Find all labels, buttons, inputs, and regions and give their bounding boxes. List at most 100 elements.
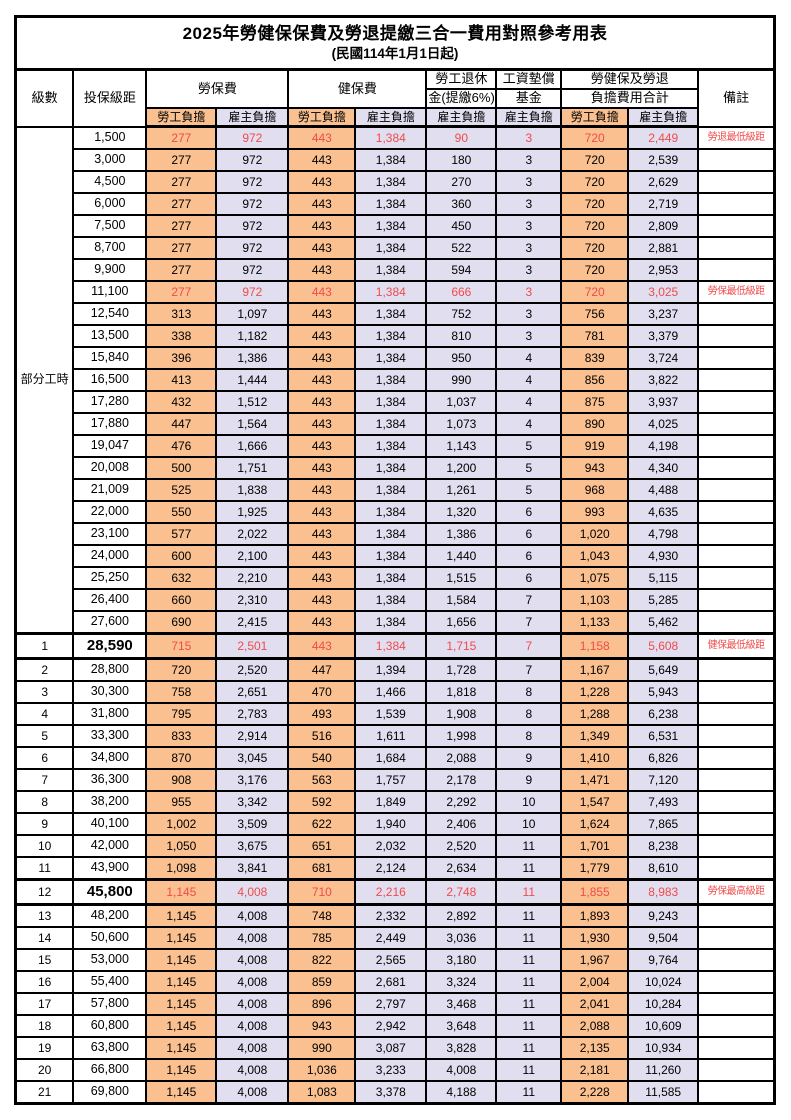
cell-remark: 健保最低級距 bbox=[697, 632, 776, 660]
cell-total-employee: 1,624 bbox=[560, 812, 630, 836]
cell-health-employer: 1,757 bbox=[354, 768, 428, 792]
cell-health-employer: 1,384 bbox=[354, 390, 428, 414]
cell-health-employer: 2,449 bbox=[354, 926, 428, 950]
cell-health-employee: 493 bbox=[287, 702, 357, 726]
cell-labor-employee: 1,145 bbox=[145, 1080, 218, 1105]
cell-health-employer: 2,216 bbox=[354, 878, 428, 906]
cell-labor-employer: 4,008 bbox=[215, 970, 290, 994]
cell-labor-employee: 833 bbox=[145, 724, 218, 748]
cell-labor-employee: 955 bbox=[145, 790, 218, 814]
table-row: 12 45,800 1,145 4,008 710 2,216 2,748 11 1,855 8,… bbox=[14, 878, 776, 906]
cell-wage-fund-employer: 5 bbox=[495, 478, 563, 502]
cell-wage-fund-employer: 7 bbox=[495, 610, 563, 635]
table-row: 22,000 550 1,925 443 1,384 1,320 6 993 4,635 bbox=[16, 500, 776, 524]
cell-labor-employer: 2,100 bbox=[215, 544, 290, 568]
cell-labor-employer: 1,666 bbox=[215, 434, 290, 458]
cell-health-employer: 1,384 bbox=[354, 170, 428, 194]
cell-pension-employer: 2,634 bbox=[425, 856, 498, 881]
title-row: 2025年勞健保保費及勞退提繳三合一費用對照參考用表 (民國114年1月1日起) bbox=[14, 15, 776, 71]
cell-total-employee: 1,967 bbox=[560, 948, 630, 972]
cell-total-employer: 2,539 bbox=[627, 148, 700, 172]
cell-wage-fund-employer: 3 bbox=[495, 258, 563, 282]
cell-salary: 53,000 bbox=[72, 948, 148, 972]
cell-health-employer: 1,384 bbox=[354, 522, 428, 546]
cell-health-employee: 540 bbox=[287, 746, 357, 770]
cell-health-employee: 443 bbox=[287, 346, 357, 370]
cell-total-employer: 10,934 bbox=[627, 1036, 700, 1060]
cell-pension-employer: 2,406 bbox=[425, 812, 498, 836]
cell-labor-employer: 1,512 bbox=[215, 390, 290, 414]
cell-total-employer: 4,798 bbox=[627, 522, 700, 546]
cell-salary: 23,100 bbox=[72, 522, 148, 546]
cell-pension-employer: 1,261 bbox=[425, 478, 498, 502]
cell-pension-employer: 1,715 bbox=[425, 632, 498, 660]
cell-labor-employee: 277 bbox=[145, 214, 218, 238]
cell-labor-employee: 1,145 bbox=[145, 926, 218, 950]
cell-salary: 69,800 bbox=[72, 1080, 148, 1105]
cell-level: 9 bbox=[14, 812, 75, 836]
table-row: 15,840 396 1,386 443 1,384 950 4 839 3,724 bbox=[16, 346, 776, 370]
cell-pension-employer: 2,520 bbox=[425, 834, 498, 858]
cell-health-employer: 1,940 bbox=[354, 812, 428, 836]
header-row-1: 級數 投保級距 勞保費 健保費 勞工退休 工資墊償 勞健保及勞退 備註 bbox=[14, 68, 776, 128]
cell-salary: 60,800 bbox=[72, 1014, 148, 1038]
cell-labor-employee: 525 bbox=[145, 478, 218, 502]
cell-pension-employer: 3,648 bbox=[425, 1014, 498, 1038]
cell-total-employee: 1,133 bbox=[560, 610, 630, 635]
page-title: 2025年勞健保保費及勞退提繳三合一費用對照參考用表 bbox=[182, 24, 608, 44]
cell-level: 18 bbox=[14, 1014, 75, 1038]
cell-remark bbox=[697, 434, 776, 458]
cell-labor-employer: 2,520 bbox=[215, 657, 290, 682]
cell-salary: 25,250 bbox=[72, 566, 148, 590]
cell-pension-employer: 1,200 bbox=[425, 456, 498, 480]
cell-wage-fund-employer: 10 bbox=[495, 812, 563, 836]
cell-total-employer: 5,649 bbox=[627, 657, 700, 682]
cell-level: 3 bbox=[14, 680, 75, 704]
cell-total-employer: 3,025 bbox=[627, 280, 700, 304]
cell-level: 8 bbox=[14, 790, 75, 814]
cell-labor-employer: 972 bbox=[215, 280, 290, 304]
cell-labor-employee: 690 bbox=[145, 610, 218, 635]
cell-salary: 11,100 bbox=[72, 280, 148, 304]
premium-reference-table: 2025年勞健保保費及勞退提繳三合一費用對照參考用表 (民國114年1月1日起)… bbox=[14, 15, 776, 1105]
cell-health-employee: 943 bbox=[287, 1014, 357, 1038]
table-row: 27,600 690 2,415 443 1,384 1,656 7 1,133 5,462 bbox=[16, 610, 776, 635]
cell-remark bbox=[697, 522, 776, 546]
table-row: 4,500 277 972 443 1,384 270 3 720 2,629 bbox=[16, 170, 776, 194]
cell-remark bbox=[697, 324, 776, 348]
cell-total-employer: 9,764 bbox=[627, 948, 700, 972]
subheader-total-employee: 勞工負擔 bbox=[560, 107, 630, 128]
table-row: 20 66,800 1,145 4,008 1,036 3,233 4,008 11 2,181… bbox=[14, 1058, 776, 1082]
cell-remark bbox=[697, 170, 776, 194]
cell-health-employee: 443 bbox=[287, 214, 357, 238]
cell-remark bbox=[697, 1058, 776, 1082]
cell-pension-employer: 594 bbox=[425, 258, 498, 282]
cell-total-employer: 4,488 bbox=[627, 478, 700, 502]
cell-salary: 17,880 bbox=[72, 412, 148, 436]
cell-health-employee: 443 bbox=[287, 280, 357, 304]
cell-remark bbox=[697, 724, 776, 748]
cell-labor-employee: 1,145 bbox=[145, 992, 218, 1016]
cell-labor-employer: 3,841 bbox=[215, 856, 290, 881]
cell-labor-employee: 1,145 bbox=[145, 948, 218, 972]
cell-health-employer: 1,384 bbox=[354, 346, 428, 370]
cell-health-employee: 443 bbox=[287, 324, 357, 348]
cell-health-employee: 443 bbox=[287, 478, 357, 502]
subheader-labor-employer: 雇主負擔 bbox=[215, 107, 290, 128]
cell-pension-employer: 990 bbox=[425, 368, 498, 392]
cell-remark bbox=[697, 970, 776, 994]
cell-salary: 66,800 bbox=[72, 1058, 148, 1082]
cell-labor-employer: 1,444 bbox=[215, 368, 290, 392]
cell-remark bbox=[697, 657, 776, 682]
cell-labor-employee: 795 bbox=[145, 702, 218, 726]
cell-labor-employee: 577 bbox=[145, 522, 218, 546]
cell-wage-fund-employer: 3 bbox=[495, 324, 563, 348]
cell-total-employer: 8,983 bbox=[627, 878, 700, 906]
cell-total-employer: 5,943 bbox=[627, 680, 700, 704]
cell-total-employee: 839 bbox=[560, 346, 630, 370]
cell-labor-employer: 1,838 bbox=[215, 478, 290, 502]
cell-total-employer: 3,237 bbox=[627, 302, 700, 326]
cell-health-employer: 1,384 bbox=[354, 544, 428, 568]
cell-remark bbox=[697, 236, 776, 260]
cell-labor-employer: 4,008 bbox=[215, 903, 290, 928]
